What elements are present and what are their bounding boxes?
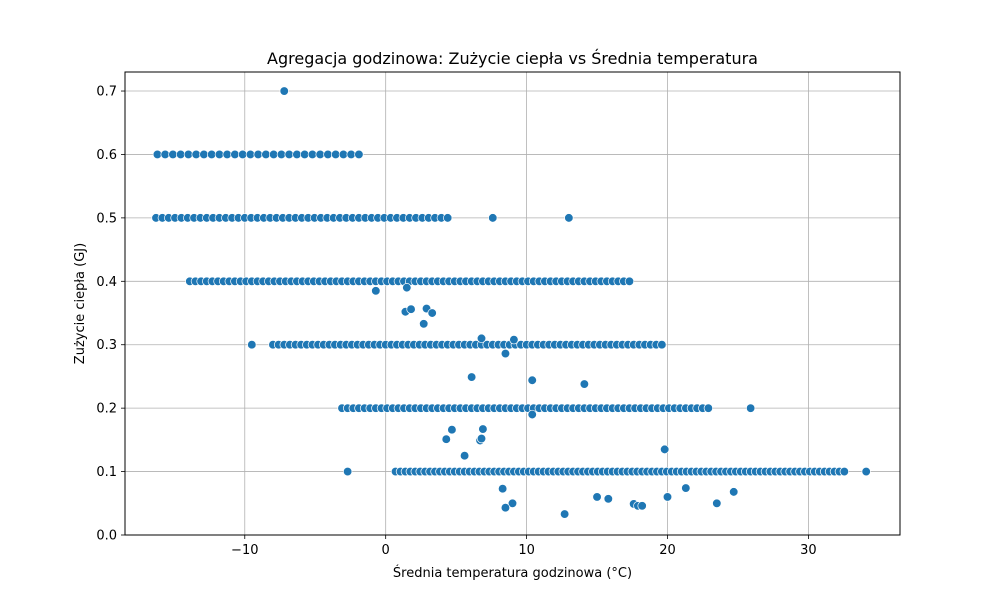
data-point [579, 379, 590, 389]
data-point [331, 149, 341, 160]
data-point [176, 149, 186, 160]
x-tick-label: 30 [800, 543, 817, 558]
data-point [476, 433, 487, 444]
data-point [238, 149, 248, 160]
data-point [592, 492, 602, 502]
data-point [342, 466, 353, 477]
data-point [729, 487, 739, 497]
y-tick-label: 0.1 [96, 465, 117, 480]
y-axis-ticks: 0.0 0.1 0.2 0.3 0.4 0.5 0.6 0.7 [96, 85, 125, 544]
y-tick-label: 0.7 [96, 85, 117, 100]
data-point [712, 498, 722, 508]
x-tick-label: 0 [382, 543, 390, 558]
data-point [745, 403, 756, 413]
data-point [191, 149, 201, 160]
data-point [183, 149, 194, 160]
data-point [500, 348, 511, 359]
data-point [466, 372, 477, 382]
data-point [168, 149, 178, 160]
data-point [346, 149, 356, 160]
data-point [230, 149, 240, 160]
data-point [441, 434, 451, 444]
chart-title: Agregacja godzinowa: Zużycie ciepła vs Ś… [267, 49, 758, 68]
data-point [527, 375, 537, 385]
data-point [323, 149, 333, 160]
data-point [214, 149, 225, 160]
y-tick-label: 0.4 [96, 275, 117, 290]
x-tick-label: 10 [518, 543, 535, 558]
data-point [603, 494, 613, 504]
data-point [269, 149, 279, 160]
data-point [681, 483, 691, 493]
data-point [245, 149, 256, 160]
data-point [500, 503, 511, 513]
data-point [459, 451, 470, 461]
data-point [478, 424, 488, 434]
data-point [662, 492, 673, 502]
data-point [443, 213, 453, 223]
data-point [497, 484, 508, 494]
y-tick-label: 0.2 [96, 402, 117, 417]
data-point [637, 501, 647, 511]
data-point [292, 149, 302, 160]
data-point [861, 466, 871, 477]
data-point [307, 149, 318, 160]
x-tick-label: −10 [231, 543, 258, 558]
data-point [315, 149, 325, 160]
x-axis-title: Średnia temperatura godzinowa (°C) [393, 565, 632, 581]
data-point [406, 304, 416, 314]
data-point [338, 149, 349, 160]
data-point [247, 340, 257, 350]
data-point [284, 149, 294, 160]
data-point [207, 149, 217, 160]
data-point [276, 149, 287, 160]
data-point [488, 213, 498, 223]
data-point [527, 409, 537, 420]
y-tick-label: 0.0 [96, 529, 117, 544]
y-axis-title: Zużycie ciepła (GJ) [73, 243, 88, 364]
data-point [559, 509, 570, 519]
data-points [151, 86, 871, 519]
data-point [354, 149, 364, 160]
data-point [279, 86, 289, 96]
data-point [509, 335, 519, 345]
data-point [427, 308, 437, 318]
plot-area-frame [124, 71, 901, 536]
data-point [199, 149, 209, 160]
data-point [660, 444, 670, 455]
data-point [703, 403, 714, 413]
data-point [160, 149, 170, 160]
data-point [419, 319, 429, 329]
data-point [657, 340, 667, 350]
y-tick-label: 0.6 [96, 148, 117, 163]
data-point [371, 286, 381, 296]
data-point [222, 149, 232, 160]
data-point [261, 149, 271, 160]
y-tick-label: 0.5 [96, 211, 117, 226]
x-axis-ticks: −10 0 10 20 30 [231, 535, 817, 558]
data-point [300, 149, 310, 160]
data-point [624, 276, 635, 286]
data-point [253, 149, 263, 160]
data-point [447, 425, 457, 435]
data-point [476, 333, 487, 344]
y-tick-label: 0.3 [96, 338, 117, 353]
data-point [564, 213, 574, 223]
data-point [402, 282, 412, 293]
data-point [152, 149, 163, 160]
data-point [507, 498, 518, 508]
x-tick-label: 20 [659, 543, 676, 558]
data-point [839, 466, 849, 477]
